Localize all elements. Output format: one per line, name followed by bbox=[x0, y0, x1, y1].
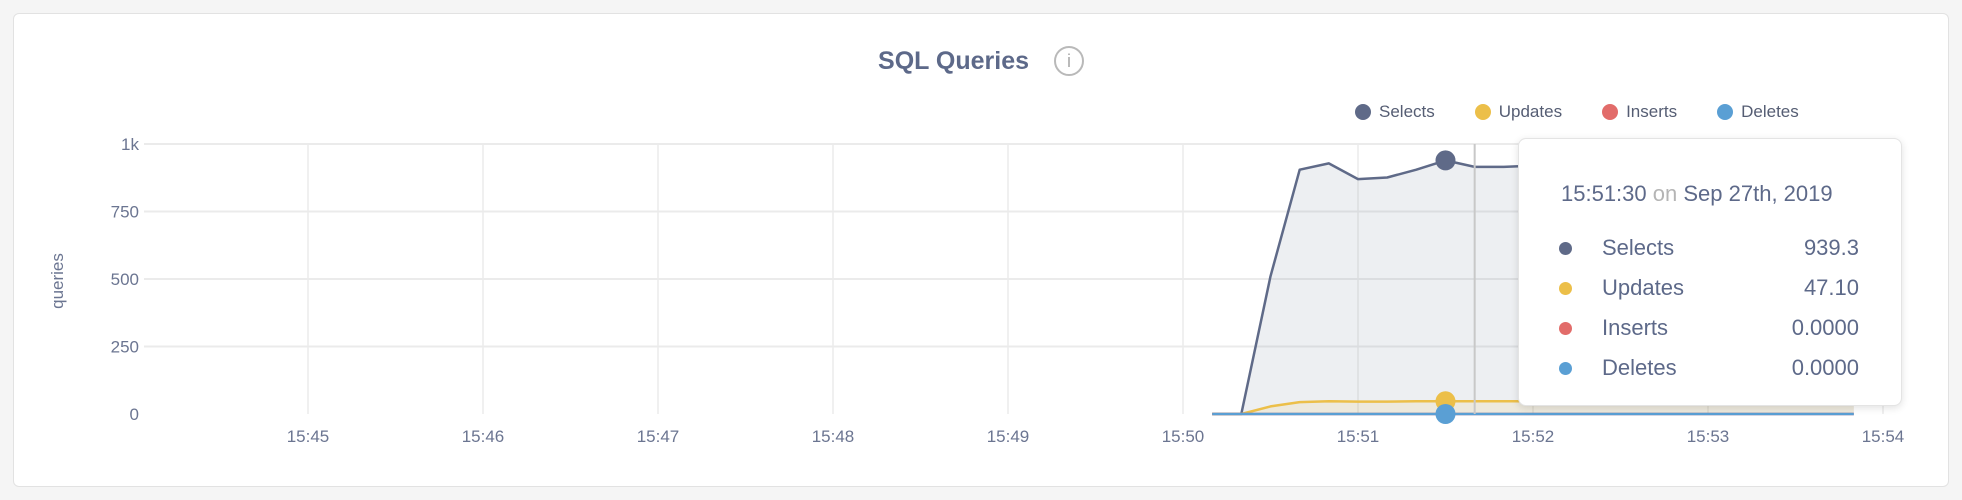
x-tick-label: 15:52 bbox=[1512, 427, 1555, 446]
info-circle-icon[interactable]: i bbox=[1053, 46, 1084, 77]
x-tick-label: 15:49 bbox=[987, 427, 1030, 446]
tooltip-label: Deletes bbox=[1602, 355, 1677, 380]
tooltip-dot bbox=[1559, 281, 1572, 295]
x-tick-label: 15:54 bbox=[1862, 427, 1905, 446]
legend-item-deletes[interactable]: Deletes bbox=[1717, 102, 1799, 122]
x-tick-label: 15:45 bbox=[287, 427, 330, 446]
y-tick-label: 1k bbox=[121, 135, 139, 154]
legend: Selects Updates Inserts Deletes bbox=[1355, 102, 1839, 122]
tooltip-dot bbox=[1559, 241, 1572, 255]
tooltip-value: 939.3 bbox=[1803, 235, 1859, 260]
legend-label: Updates bbox=[1498, 102, 1563, 121]
x-tick-label: 15:53 bbox=[1687, 427, 1730, 446]
tooltip-dot bbox=[1559, 361, 1572, 375]
y-tick-label: 0 bbox=[130, 405, 139, 424]
tooltip-label: Updates bbox=[1602, 275, 1684, 300]
x-tick-label: 15:50 bbox=[1162, 427, 1205, 446]
x-tick-label: 15:47 bbox=[637, 427, 680, 446]
tooltip-time: 15:51:30 bbox=[1561, 181, 1647, 206]
legend-label: Selects bbox=[1379, 102, 1435, 121]
legend-dot bbox=[1717, 104, 1734, 120]
legend-dot bbox=[1355, 104, 1371, 120]
legend-item-inserts[interactable]: Inserts bbox=[1602, 102, 1677, 122]
highlight-point-deletes bbox=[1435, 404, 1456, 424]
tooltip-header: 15:51:30 on Sep 27th, 2019 bbox=[1561, 181, 1833, 207]
tooltip-value: 0.0000 bbox=[1791, 315, 1859, 340]
tooltip-value: 47.10 bbox=[1803, 275, 1859, 300]
y-tick-label: 500 bbox=[111, 270, 139, 289]
chart-title: SQL Queries bbox=[878, 46, 1030, 75]
highlight-point-selects bbox=[1435, 150, 1456, 171]
legend-label: Inserts bbox=[1626, 102, 1678, 121]
chart-title-row: SQL Queries i bbox=[0, 46, 1962, 77]
y-tick-label: 250 bbox=[111, 338, 139, 357]
legend-dot bbox=[1474, 104, 1491, 120]
legend-label: Deletes bbox=[1741, 102, 1799, 121]
tooltip-label: Inserts bbox=[1602, 315, 1669, 340]
tooltip-date: Sep 27th, 2019 bbox=[1683, 181, 1833, 206]
tooltip-row-updates: Updates 47.10 bbox=[1559, 273, 1859, 303]
x-tick-label: 15:48 bbox=[812, 427, 855, 446]
tooltip: 15:51:30 on Sep 27th, 2019 Selects 939.3 … bbox=[1518, 138, 1902, 406]
tooltip-row-deletes: Deletes 0.0000 bbox=[1559, 353, 1859, 383]
legend-dot bbox=[1602, 104, 1619, 120]
y-tick-label: 750 bbox=[111, 203, 139, 222]
tooltip-dot bbox=[1559, 321, 1572, 335]
tooltip-row-inserts: Inserts 0.0000 bbox=[1559, 313, 1859, 343]
legend-item-updates[interactable]: Updates bbox=[1474, 102, 1563, 122]
legend-item-selects[interactable]: Selects bbox=[1355, 102, 1435, 122]
y-axis-label: queries bbox=[48, 253, 67, 309]
tooltip-on: on bbox=[1652, 181, 1678, 206]
tooltip-value: 0.0000 bbox=[1791, 355, 1859, 380]
tooltip-row-selects: Selects 939.3 bbox=[1559, 233, 1859, 263]
x-tick-label: 15:51 bbox=[1337, 427, 1380, 446]
x-tick-label: 15:46 bbox=[462, 427, 505, 446]
tooltip-label: Selects bbox=[1602, 235, 1675, 260]
